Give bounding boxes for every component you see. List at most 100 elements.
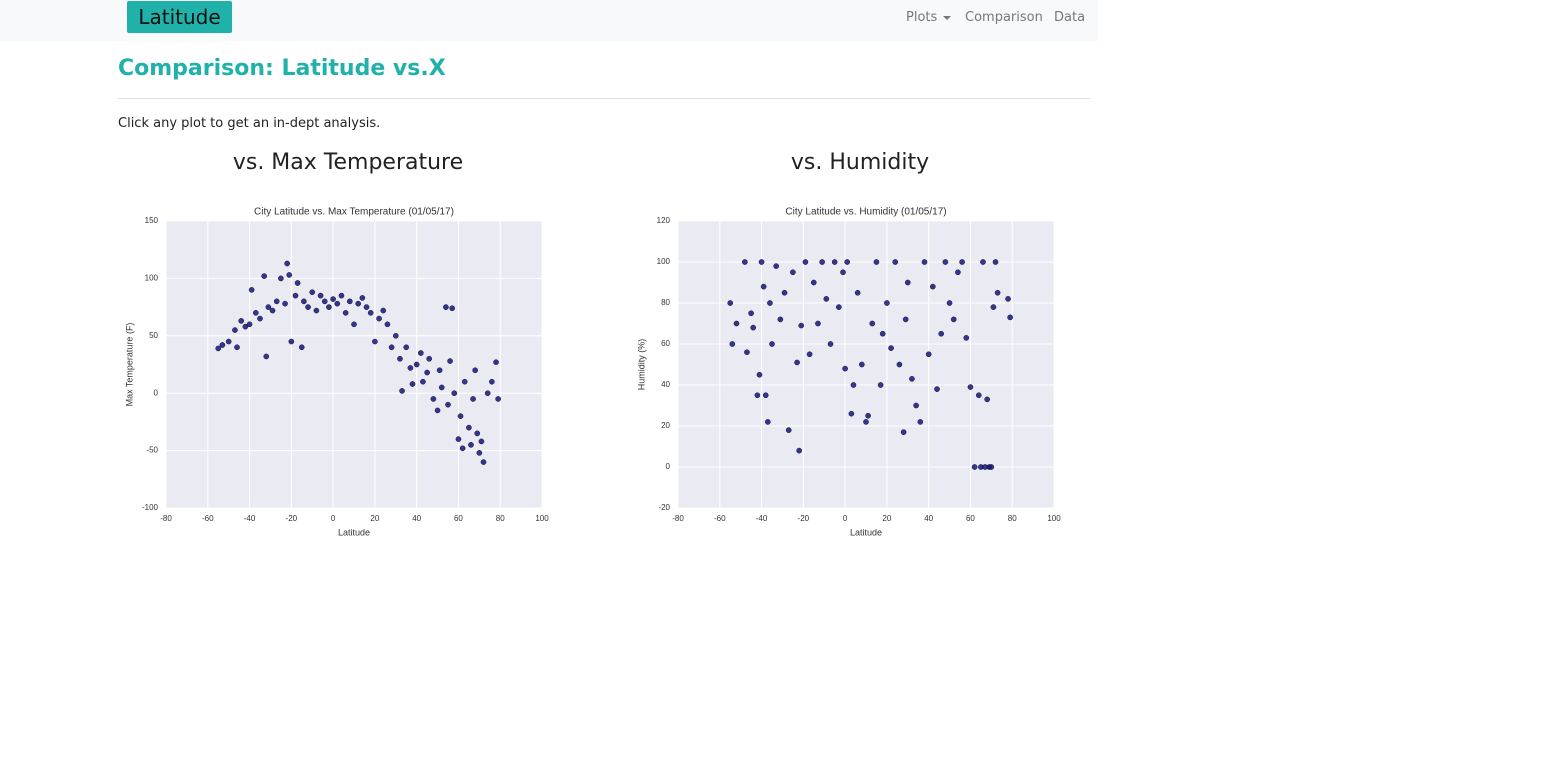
x-tick-label: 60 — [966, 514, 975, 523]
point — [831, 259, 838, 265]
intro-text: Click any plot to get an in-dept analysi… — [118, 116, 381, 131]
point — [902, 316, 909, 323]
nav-link[interactable]: Data — [1054, 10, 1086, 25]
x-tick-label: 0 — [331, 514, 336, 523]
point — [480, 459, 487, 465]
point — [959, 259, 965, 265]
point — [859, 361, 865, 368]
point — [877, 382, 884, 388]
y-tick-label: 20 — [661, 421, 670, 430]
point — [884, 300, 890, 306]
point — [476, 450, 483, 456]
y-tick-label: 50 — [149, 331, 158, 340]
point — [443, 304, 449, 310]
navbar: Latitude Plots Comparison Data — [0, 0, 1098, 41]
point — [413, 361, 420, 368]
point — [253, 310, 259, 316]
chart-title: City Latitude vs. Max Temperature (01/05… — [254, 207, 454, 218]
point — [946, 300, 953, 306]
point — [470, 396, 476, 402]
point — [472, 367, 478, 374]
nav-link[interactable]: Plots — [906, 10, 938, 25]
point — [265, 304, 272, 310]
point — [765, 419, 771, 425]
point — [917, 419, 924, 425]
nav-link[interactable]: Comparison — [965, 10, 1043, 25]
point — [466, 424, 472, 431]
x-tick-label: -40 — [756, 514, 768, 523]
chart[interactable]: City Latitude vs. Max Temperature (01/05… — [118, 200, 558, 545]
y-tick-label: 40 — [661, 380, 670, 389]
point — [896, 361, 903, 368]
point — [468, 442, 474, 448]
point — [840, 269, 846, 276]
point — [990, 304, 997, 310]
point — [286, 272, 293, 278]
point — [988, 464, 995, 470]
caret — [943, 15, 952, 20]
point — [733, 320, 740, 327]
point — [760, 283, 767, 290]
point — [785, 427, 792, 433]
point — [457, 413, 464, 419]
point — [257, 315, 263, 322]
point — [781, 289, 788, 296]
point — [294, 280, 301, 286]
point — [950, 316, 957, 323]
nav-dropdown[interactable]: Plots — [906, 10, 952, 25]
point — [827, 341, 834, 347]
point — [232, 327, 238, 333]
point — [892, 259, 899, 265]
point — [744, 349, 750, 355]
x-tick-label: 40 — [412, 514, 421, 523]
x-tick-label: 40 — [924, 514, 933, 523]
point — [975, 392, 982, 399]
point — [376, 315, 382, 322]
point — [445, 401, 451, 408]
point — [434, 407, 441, 414]
x-tick-label: 0 — [843, 514, 848, 523]
point — [338, 292, 345, 299]
x-axis-label: Latitude — [338, 527, 370, 537]
point — [380, 307, 387, 314]
point — [282, 300, 288, 307]
point — [963, 335, 970, 341]
y-tick-label: 0 — [666, 462, 671, 471]
point — [288, 338, 295, 345]
point — [729, 341, 736, 347]
point — [854, 289, 861, 296]
y-axis-label: Humidity (%) — [636, 339, 646, 391]
y-tick-label: -50 — [146, 446, 158, 455]
point — [819, 259, 825, 265]
point — [762, 392, 769, 399]
point — [392, 332, 399, 339]
point — [367, 310, 374, 316]
x-tick-label: 100 — [535, 514, 549, 523]
point — [447, 358, 453, 364]
divider — [118, 98, 1090, 99]
point — [407, 365, 414, 371]
point — [938, 330, 945, 337]
point — [777, 316, 784, 323]
point — [234, 344, 240, 351]
point — [438, 384, 445, 391]
point — [863, 419, 869, 425]
chart[interactable]: City Latitude vs. Humidity (01/05/17) -80… — [630, 200, 1070, 545]
brand[interactable]: Latitude — [127, 1, 232, 33]
point — [900, 429, 907, 435]
point — [913, 402, 919, 409]
point — [278, 275, 284, 282]
point — [967, 384, 974, 390]
point — [925, 351, 932, 358]
y-tick-label: -20 — [658, 503, 670, 512]
point — [334, 300, 341, 307]
point — [1005, 296, 1011, 302]
point — [495, 396, 501, 402]
point — [767, 300, 773, 306]
point — [263, 353, 270, 360]
x-axis-label: Latitude — [850, 527, 882, 537]
point — [284, 260, 290, 267]
point — [909, 376, 915, 382]
point — [449, 305, 455, 312]
point — [246, 321, 253, 328]
